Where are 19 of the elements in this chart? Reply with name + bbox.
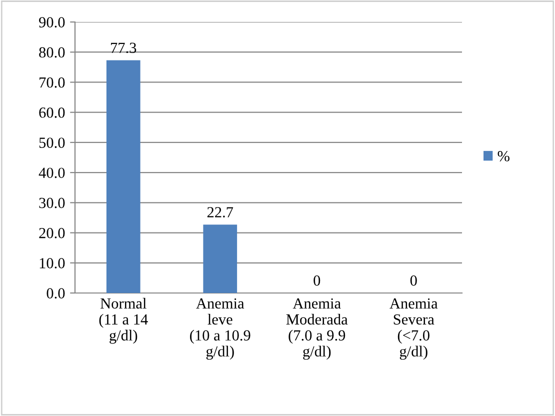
y-tick-label: 40.0 <box>38 168 65 178</box>
data-label: 0 <box>314 275 320 286</box>
y-tick-label: 10.0 <box>40 258 65 268</box>
y-tick-label: 30.0 <box>39 198 65 208</box>
y-tick-label: 50.0 <box>39 138 65 148</box>
y-tick-label: 70.0 <box>40 77 65 88</box>
y-tick-label: 80.0 <box>39 47 65 58</box>
y-tick-label: 90.0 <box>39 17 65 28</box>
x-tick-label: Anemia leve (10 a 10.9 g/dl) <box>190 298 250 360</box>
legend-label: % <box>498 151 510 162</box>
data-label: 22.7 <box>207 207 234 218</box>
data-label: 0 <box>410 275 417 286</box>
y-tick-label: 60.0 <box>39 107 65 118</box>
data-label: 77.3 <box>111 42 136 54</box>
y-tick-label: 0.0 <box>46 288 65 299</box>
x-tick-label: Normal (11 a 14 g/dl) <box>99 298 148 344</box>
x-tick-label: Anemia Moderada (7.0 a 9.9 g/dl) <box>286 298 348 360</box>
y-tick-label: 20.0 <box>39 228 65 238</box>
x-tick-label: Anemia Severa (<7.0 g/dl) <box>390 298 438 360</box>
